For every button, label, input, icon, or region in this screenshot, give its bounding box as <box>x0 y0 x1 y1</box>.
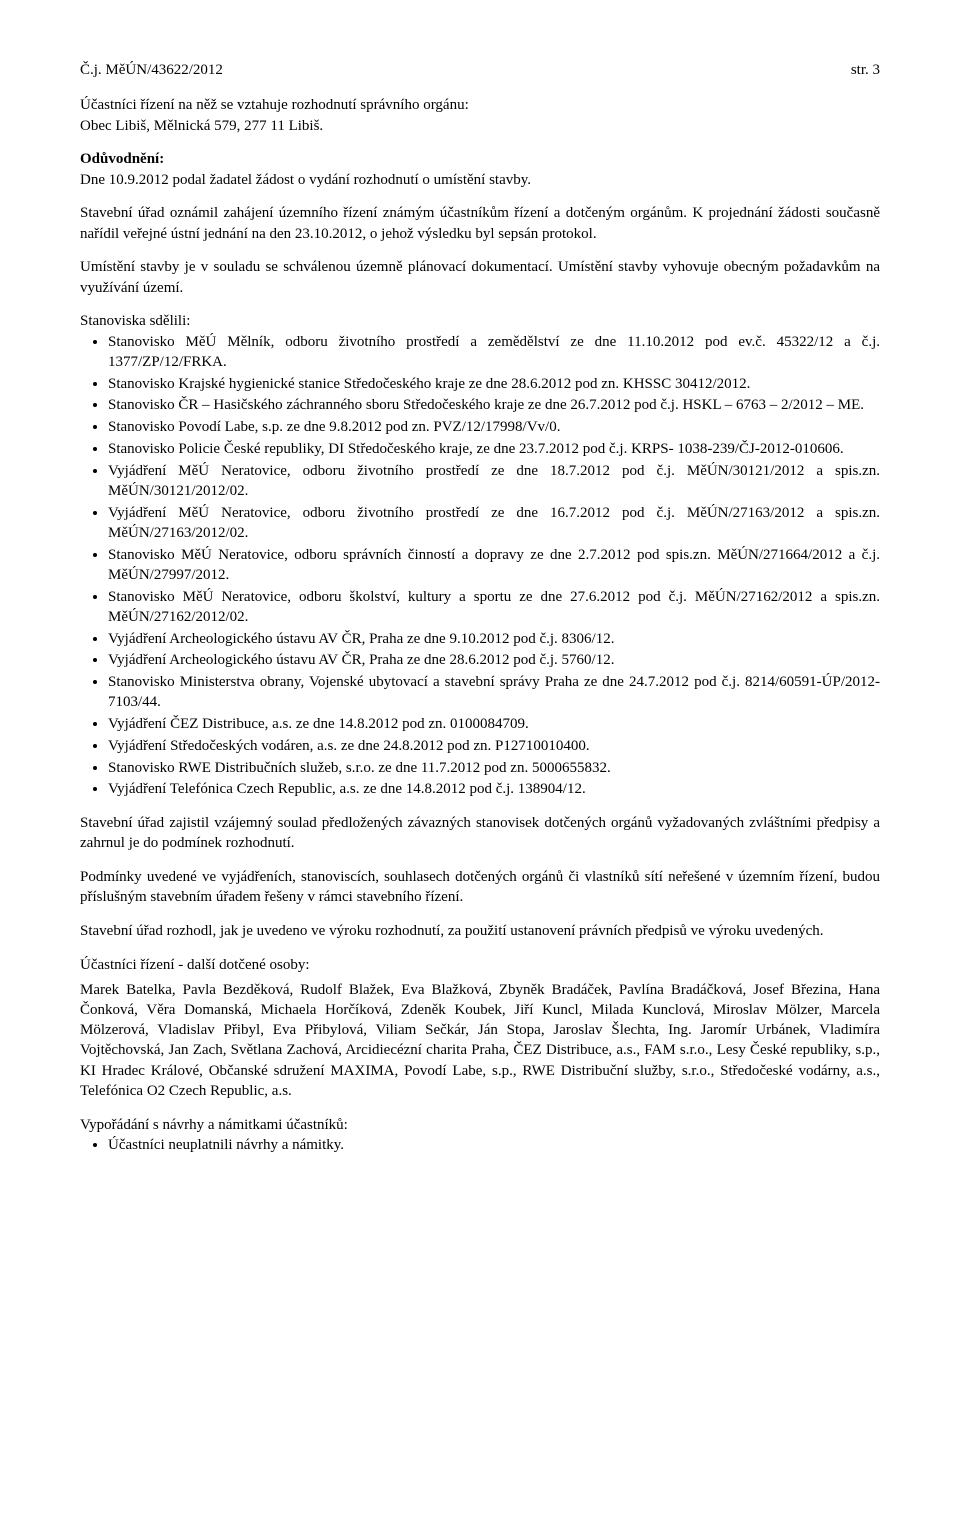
parties-text: Obec Libiš, Mělnická 579, 277 11 Libiš. <box>80 116 880 136</box>
list-item: Vyjádření Telefónica Czech Republic, a.s… <box>108 779 880 799</box>
reasoning-heading: Odůvodnění: <box>80 149 880 169</box>
list-item: Stanovisko Krajské hygienické stanice St… <box>108 374 880 394</box>
opinions-heading: Stanoviska sdělili: <box>80 311 880 331</box>
list-item: Stanovisko MěÚ Neratovice, odboru správn… <box>108 545 880 586</box>
page-number: str. 3 <box>851 60 880 80</box>
opinions-list: Stanovisko MěÚ Mělník, odboru životního … <box>80 332 880 800</box>
objections-heading: Vypořádání s návrhy a námitkami účastník… <box>80 1115 880 1135</box>
objections-list: Účastníci neuplatnili návrhy a námitky. <box>80 1135 880 1155</box>
list-item: Stanovisko RWE Distribučních služeb, s.r… <box>108 758 880 778</box>
list-item: Vyjádření MěÚ Neratovice, odboru životní… <box>108 503 880 544</box>
page-header: Č.j. MěÚN/43622/2012 str. 3 <box>80 60 880 80</box>
list-item: Účastníci neuplatnili návrhy a námitky. <box>108 1135 880 1155</box>
consistency-text: Stavební úřad zajistil vzájemný soulad p… <box>80 813 880 854</box>
list-item: Vyjádření Středočeských vodáren, a.s. ze… <box>108 736 880 756</box>
parties-heading: Účastníci řízení na něž se vztahuje rozh… <box>80 95 880 115</box>
list-item: Vyjádření Archeologického ústavu AV ČR, … <box>108 650 880 670</box>
list-item: Stanovisko MěÚ Mělník, odboru životního … <box>108 332 880 373</box>
list-item: Stanovisko ČR – Hasičského záchranného s… <box>108 395 880 415</box>
list-item: Stanovisko MěÚ Neratovice, odboru školst… <box>108 587 880 628</box>
other-parties-heading: Účastníci řízení - další dotčené osoby: <box>80 955 880 975</box>
list-item: Vyjádření ČEZ Distribuce, a.s. ze dne 14… <box>108 714 880 734</box>
conditions-text: Podmínky uvedené ve vyjádřeních, stanovi… <box>80 867 880 908</box>
decision-text: Stavební úřad rozhodl, jak je uvedeno ve… <box>80 921 880 941</box>
other-parties-list: Marek Batelka, Pavla Bezděková, Rudolf B… <box>80 980 880 1102</box>
filing-date: Dne 10.9.2012 podal žadatel žádost o vyd… <box>80 170 880 190</box>
list-item: Stanovisko Povodí Labe, s.p. ze dne 9.8.… <box>108 417 880 437</box>
doc-reference: Č.j. MěÚN/43622/2012 <box>80 60 223 80</box>
compliance-text: Umístění stavby je v souladu se schválen… <box>80 257 880 298</box>
list-item: Stanovisko Ministerstva obrany, Vojenské… <box>108 672 880 713</box>
procedure-text: Stavební úřad oznámil zahájení územního … <box>80 203 880 244</box>
list-item: Vyjádření Archeologického ústavu AV ČR, … <box>108 629 880 649</box>
list-item: Vyjádření MěÚ Neratovice, odboru životní… <box>108 461 880 502</box>
list-item: Stanovisko Policie České republiky, DI S… <box>108 439 880 459</box>
